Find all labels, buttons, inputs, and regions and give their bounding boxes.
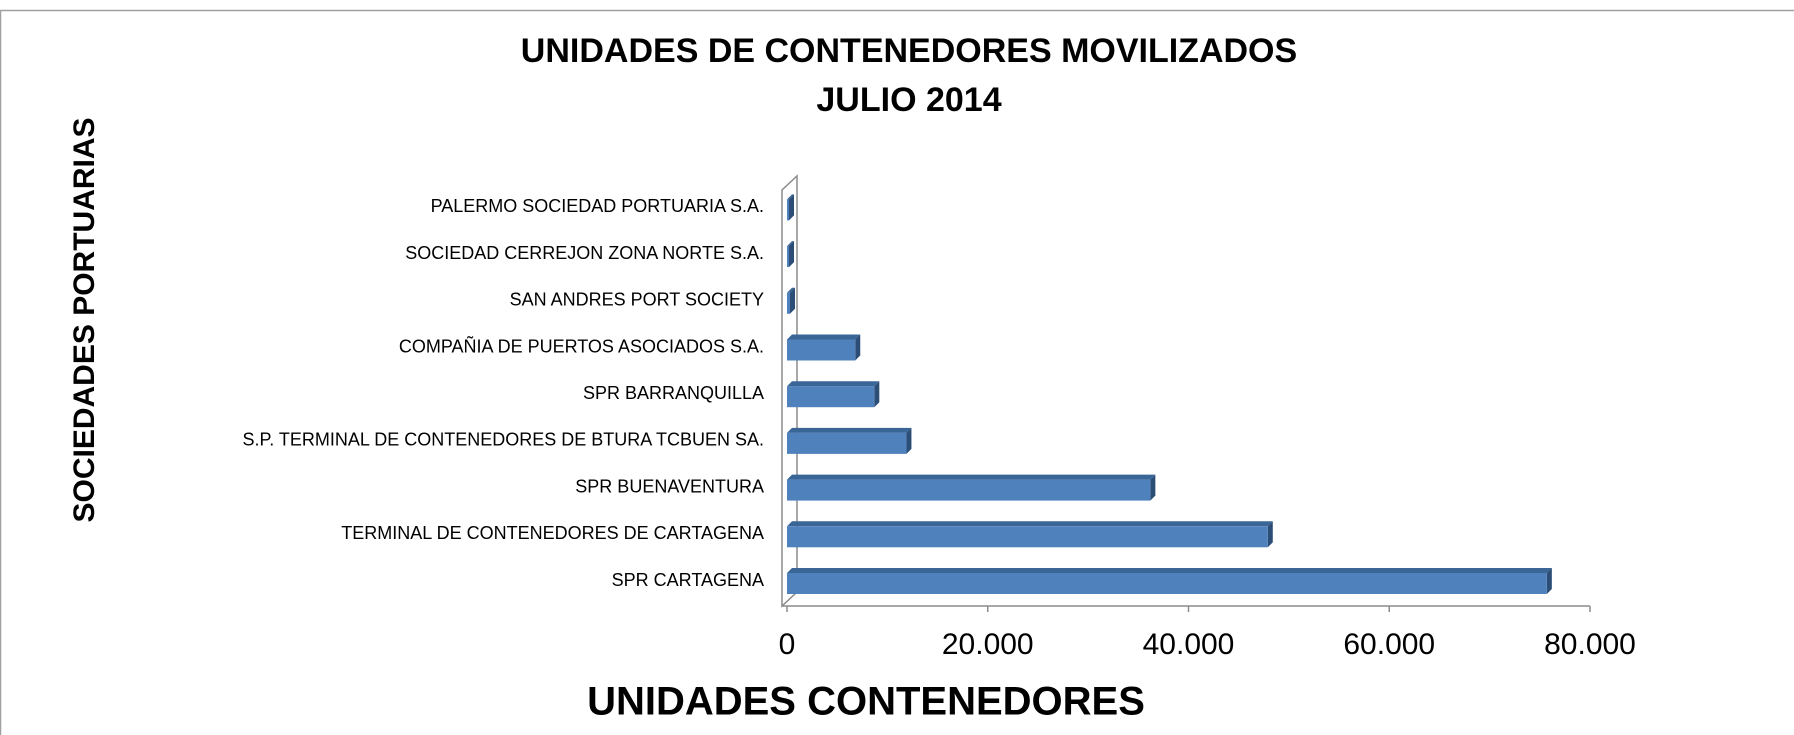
x-axis-title: UNIDADES CONTENEDORES bbox=[587, 680, 1145, 724]
bar bbox=[787, 573, 1547, 594]
bar-side bbox=[1267, 521, 1273, 548]
bar-top bbox=[787, 287, 796, 293]
bar-top bbox=[787, 194, 795, 200]
y-tick-label: COMPAÑIA DE PUERTOS ASOCIADOS S.A. bbox=[399, 335, 764, 356]
y-tick-label: SOCIEDAD CERREJON ZONA NORTE S.A. bbox=[405, 243, 764, 263]
bar-top bbox=[787, 381, 880, 387]
bar-side bbox=[1546, 568, 1552, 594]
bar-side bbox=[790, 287, 796, 314]
x-tick-label: 60.000 bbox=[1343, 628, 1435, 661]
x-tick-label: 40.000 bbox=[1143, 628, 1235, 661]
bar-top bbox=[787, 568, 1552, 573]
bar bbox=[787, 199, 790, 221]
bar bbox=[787, 292, 791, 314]
frame bbox=[0, 9, 1794, 735]
y-tick-label: TERMINAL DE CONTENEDORES DE CARTAGENA bbox=[341, 523, 764, 543]
bar-top bbox=[787, 521, 1273, 527]
bar bbox=[787, 479, 1151, 501]
bar-top bbox=[787, 241, 795, 247]
y-tick-label: SAN ANDRES PORT SOCIETY bbox=[510, 290, 764, 310]
bar bbox=[787, 526, 1268, 548]
x-tick-label: 20.000 bbox=[942, 628, 1034, 661]
y-axis-title: SOCIEDADES PORTUARIAS bbox=[68, 117, 101, 522]
y-tick-label: S.P. TERMINAL DE CONTENEDORES DE BTURA T… bbox=[243, 430, 764, 450]
bar bbox=[787, 339, 856, 361]
x-tick-label: 0 bbox=[779, 628, 796, 661]
bar bbox=[787, 386, 875, 408]
bar bbox=[787, 432, 907, 454]
back-wall bbox=[781, 174, 798, 608]
y-tick-label: SPR CARTAGENA bbox=[612, 570, 764, 590]
bar-side bbox=[789, 194, 795, 221]
bar-top bbox=[787, 427, 912, 433]
bar-side bbox=[874, 381, 880, 408]
x-tick-label: 80.000 bbox=[1544, 628, 1636, 661]
y-tick-label: SPR BARRANQUILLA bbox=[583, 383, 764, 403]
bar-top bbox=[787, 334, 861, 340]
y-tick-label: SPR BUENAVENTURA bbox=[575, 476, 764, 496]
chart-subtitle: JULIO 2014 bbox=[816, 81, 1001, 119]
bar-top bbox=[787, 474, 1156, 480]
bar-side bbox=[789, 241, 795, 268]
bar-side bbox=[1150, 474, 1156, 501]
chart-title: UNIDADES DE CONTENEDORES MOVILIZADOS bbox=[521, 32, 1297, 70]
y-tick-label: PALERMO SOCIEDAD PORTUARIA S.A. bbox=[431, 196, 764, 216]
bar-side bbox=[855, 334, 861, 361]
bar-side bbox=[906, 427, 912, 454]
bar bbox=[787, 246, 790, 268]
